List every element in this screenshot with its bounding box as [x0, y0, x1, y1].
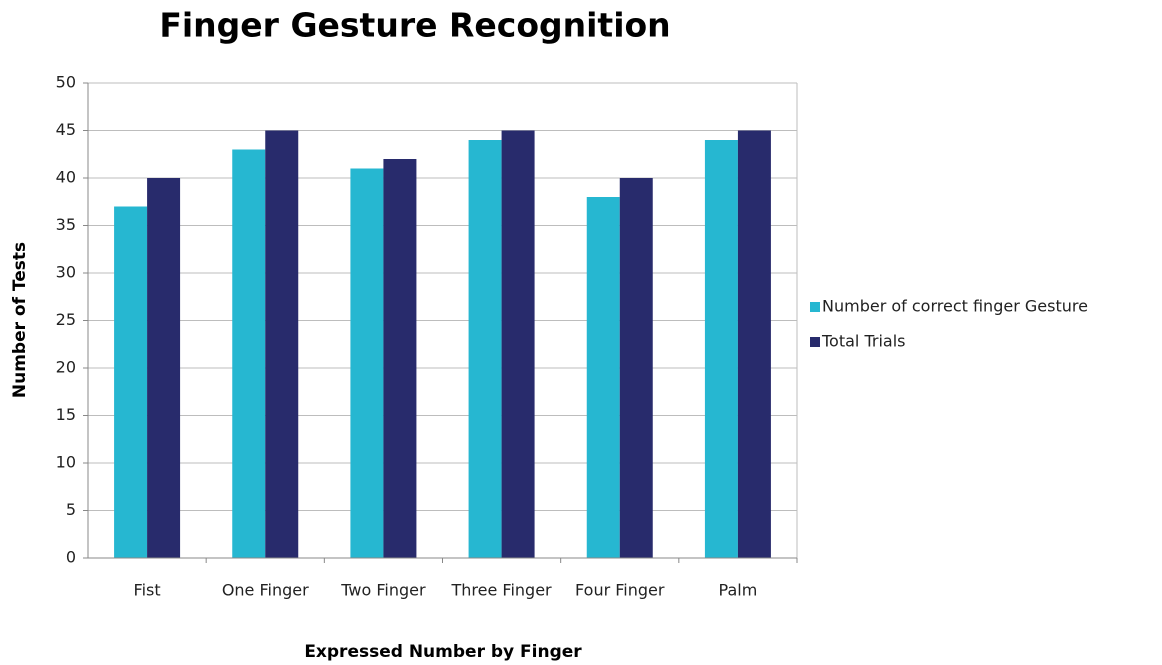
x-tick-label: Three Finger — [451, 581, 553, 600]
y-axis-title: Number of Tests — [10, 242, 30, 398]
y-tick-label: 20 — [56, 358, 76, 377]
bar — [468, 140, 502, 558]
bar — [704, 140, 738, 558]
x-tick-label: One Finger — [222, 581, 309, 600]
x-tick-label: Palm — [719, 581, 758, 600]
x-axis-title: Expressed Number by Finger — [304, 642, 582, 662]
y-tick-label: 15 — [56, 405, 76, 424]
bar — [232, 149, 266, 558]
bar — [265, 130, 299, 558]
bar — [501, 130, 535, 558]
legend-label: Total Trials — [821, 332, 905, 351]
y-tick-label: 10 — [56, 453, 76, 472]
bar — [350, 168, 384, 558]
y-tick-label: 25 — [56, 310, 76, 329]
x-tick-label: Fist — [134, 581, 161, 600]
bar — [586, 197, 620, 558]
legend-swatch — [810, 337, 820, 347]
y-tick-label: 50 — [56, 73, 76, 92]
legend-swatch — [810, 302, 820, 312]
y-tick-label: 45 — [56, 120, 76, 139]
bar — [737, 130, 771, 558]
bar — [383, 159, 417, 558]
chart-title: Finger Gesture Recognition — [159, 6, 670, 45]
bar — [114, 206, 148, 558]
bar — [147, 178, 181, 558]
y-tick-label: 5 — [66, 500, 76, 519]
y-tick-label: 30 — [56, 263, 76, 282]
y-tick-label: 35 — [56, 215, 76, 234]
legend-label: Number of correct finger Gesture — [822, 297, 1088, 316]
x-tick-label: Two Finger — [340, 581, 426, 600]
y-tick-label: 40 — [56, 168, 76, 187]
y-tick-label: 0 — [66, 548, 76, 567]
x-tick-label: Four Finger — [575, 581, 665, 600]
bar — [619, 178, 653, 558]
